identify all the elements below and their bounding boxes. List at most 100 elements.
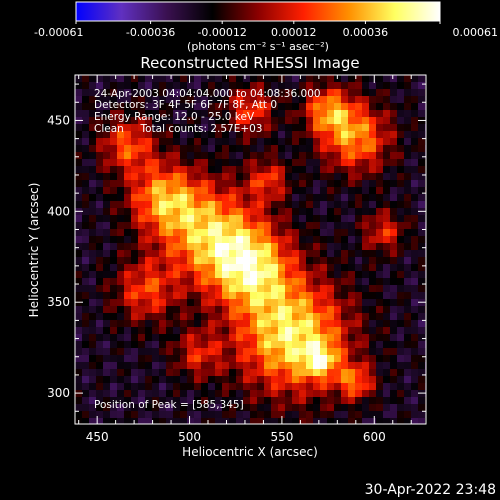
heatmap-cell	[152, 362, 160, 370]
heatmap-cell	[222, 89, 230, 97]
heatmap-cell	[208, 376, 216, 384]
heatmap-cell	[166, 264, 174, 272]
heatmap-cell	[215, 355, 223, 363]
heatmap-cell	[390, 271, 398, 279]
heatmap-cell	[173, 334, 181, 342]
heatmap-cell	[257, 362, 265, 370]
heatmap-cell	[82, 89, 90, 97]
heatmap-cell	[152, 215, 160, 223]
heatmap-cell	[369, 306, 377, 314]
heatmap-cell	[82, 341, 90, 349]
heatmap-cell	[278, 397, 286, 405]
heatmap-cell	[278, 390, 286, 398]
heatmap-cell	[82, 180, 90, 188]
heatmap-cell	[89, 278, 97, 286]
heatmap-cell	[285, 82, 293, 90]
heatmap-cell	[131, 369, 139, 377]
heatmap-cell	[271, 411, 279, 419]
heatmap-cell	[341, 285, 349, 293]
heatmap-cell	[180, 75, 188, 83]
heatmap-cell	[243, 201, 251, 209]
heatmap-cell	[299, 390, 307, 398]
heatmap-cell	[208, 264, 216, 272]
heatmap-cell	[138, 187, 146, 195]
heatmap-cell	[271, 215, 279, 223]
heatmap-cell	[299, 327, 307, 335]
heatmap-cell	[110, 229, 118, 237]
heatmap-cell	[201, 229, 209, 237]
heatmap-cell	[299, 229, 307, 237]
heatmap-cell	[236, 313, 244, 321]
heatmap-cell	[271, 187, 279, 195]
heatmap-cell	[152, 313, 160, 321]
heatmap-cell	[208, 334, 216, 342]
heatmap-cell	[229, 243, 237, 251]
heatmap-cell	[96, 145, 104, 153]
heatmap-cell	[138, 348, 146, 356]
heatmap-cell	[369, 348, 377, 356]
heatmap-cell	[194, 250, 202, 258]
heatmap-cell	[271, 110, 279, 118]
heatmap-cell	[152, 180, 160, 188]
heatmap-cell	[222, 313, 230, 321]
heatmap-cell	[250, 306, 258, 314]
heatmap-cell	[320, 138, 328, 146]
heatmap-cell	[271, 390, 279, 398]
heatmap-cell	[215, 348, 223, 356]
heatmap-cell	[243, 166, 251, 174]
heatmap-cell	[278, 341, 286, 349]
heatmap-cell	[383, 124, 391, 132]
heatmap-cell	[348, 313, 356, 321]
heatmap-cell	[222, 229, 230, 237]
heatmap-cell	[362, 208, 370, 216]
heatmap-cell	[117, 327, 125, 335]
heatmap-cell	[299, 362, 307, 370]
heatmap-cell	[348, 271, 356, 279]
heatmap-cell	[285, 264, 293, 272]
heatmap-cell	[96, 82, 104, 90]
heatmap-cell	[306, 341, 314, 349]
heatmap-cell	[264, 222, 272, 230]
heatmap-cell	[194, 89, 202, 97]
heatmap-cell	[124, 124, 132, 132]
heatmap-cell	[75, 194, 83, 202]
heatmap-cell	[250, 320, 258, 328]
heatmap-cell	[341, 131, 349, 139]
heatmap-cell	[173, 313, 181, 321]
heatmap-cell	[138, 236, 146, 244]
heatmap-cell	[334, 180, 342, 188]
heatmap-cell	[152, 334, 160, 342]
heatmap-cell	[327, 271, 335, 279]
heatmap-cell	[264, 89, 272, 97]
heatmap-cell	[103, 89, 111, 97]
heatmap-cell	[180, 159, 188, 167]
heatmap-cell	[271, 341, 279, 349]
heatmap-cell	[320, 250, 328, 258]
heatmap-cell	[299, 348, 307, 356]
heatmap-cell	[152, 103, 160, 111]
heatmap-cell	[383, 320, 391, 328]
heatmap-cell	[299, 215, 307, 223]
heatmap-cell	[159, 187, 167, 195]
heatmap-cell	[138, 292, 146, 300]
heatmap-cell	[173, 110, 181, 118]
heatmap-cell	[306, 117, 314, 125]
heatmap-cell	[271, 418, 279, 424]
heatmap-cell	[334, 327, 342, 335]
heatmap-cell	[271, 229, 279, 237]
heatmap-cell	[285, 229, 293, 237]
heatmap-cell	[376, 355, 384, 363]
heatmap-cell	[320, 355, 328, 363]
heatmap-cell	[390, 194, 398, 202]
heatmap-cell	[313, 348, 321, 356]
heatmap-cell	[362, 201, 370, 209]
heatmap-cell	[362, 236, 370, 244]
heatmap-cell	[124, 152, 132, 160]
heatmap-cell	[159, 313, 167, 321]
heatmap-cell	[397, 271, 405, 279]
heatmap-cell	[250, 341, 258, 349]
heatmap-cell	[236, 250, 244, 258]
heatmap-cell	[138, 110, 146, 118]
heatmap-cell	[180, 341, 188, 349]
heatmap-cell	[117, 243, 125, 251]
